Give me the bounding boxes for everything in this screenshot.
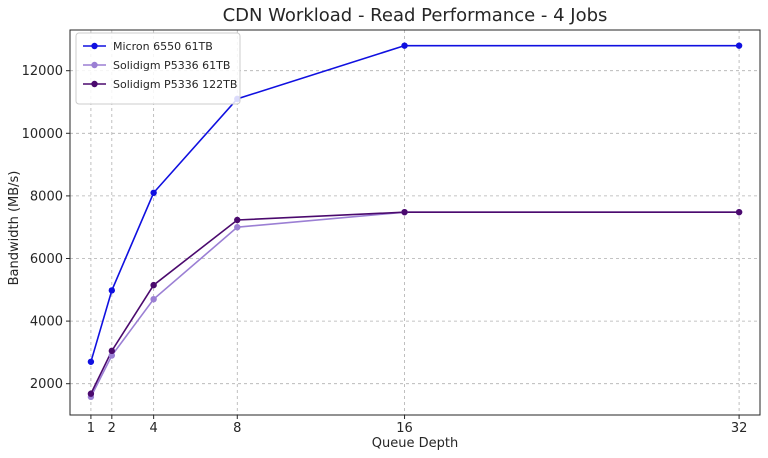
x-tick-label: 2 — [108, 421, 116, 436]
data-point — [87, 390, 95, 397]
x-axis-ticks: 1 2 4 8 16 32 — [87, 415, 748, 436]
series-line — [90, 211, 740, 395]
y-tick-label: 2000 — [30, 377, 63, 392]
x-tick-label: 8 — [233, 421, 241, 436]
x-tick-label: 32 — [731, 421, 748, 436]
y-tick-label: 6000 — [30, 252, 63, 267]
data-point — [234, 216, 241, 224]
data-point — [108, 287, 116, 294]
series-line — [90, 211, 740, 398]
y-axis-label: Bandwidth (MB/s) — [7, 171, 22, 286]
data-point — [87, 358, 95, 365]
legend-label: Solidigm P5336 122TB — [113, 78, 237, 91]
data-point — [735, 208, 743, 216]
data-point — [735, 42, 743, 49]
data-point — [150, 281, 157, 289]
plot-area-frame — [69, 29, 761, 416]
data-point — [108, 352, 116, 359]
x-tick-label: 4 — [149, 421, 157, 436]
y-tick-label: 4000 — [30, 315, 63, 330]
legend-marker — [91, 80, 98, 88]
legend-label: Micron 6550 61TB — [113, 40, 213, 53]
y-tick-label: 8000 — [30, 189, 63, 204]
x-tick-label: 16 — [396, 421, 413, 436]
series-line — [90, 44, 740, 363]
y-tick-label: 10000 — [22, 127, 63, 142]
y-tick-label: 12000 — [22, 64, 63, 79]
x-axis-label: Queue Depth — [372, 436, 458, 451]
data-point — [401, 208, 408, 216]
chart-title: CDN Workload - Read Performance - 4 Jobs — [223, 5, 608, 26]
data-point — [108, 347, 116, 355]
legend-marker — [91, 42, 98, 50]
x-tick-label: 1 — [87, 421, 95, 436]
data-point — [150, 189, 157, 196]
legend: Micron 6550 61TB Solidigm P5336 61TB Solid… — [75, 32, 241, 105]
data-point — [234, 223, 241, 231]
legend-label: Solidigm P5336 61TB — [113, 59, 230, 72]
data-point — [150, 295, 157, 303]
y-axis-ticks: 2000 4000 6000 8000 10000 12000 — [22, 64, 70, 392]
legend-box — [75, 32, 241, 105]
legend-marker — [91, 61, 98, 69]
data-point — [401, 42, 408, 49]
series-lines — [90, 44, 740, 398]
